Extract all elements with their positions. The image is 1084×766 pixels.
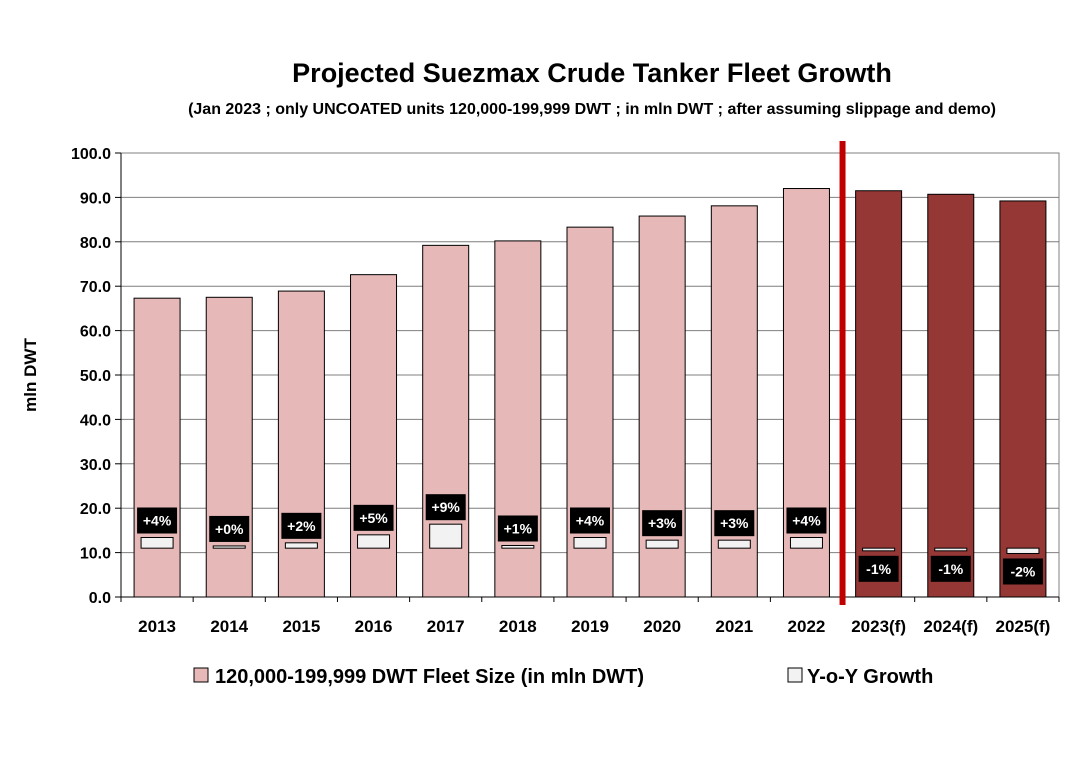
growth-labels: +4% +0% +2% +5% +9% +1% +4% +3% +3% +4% -1% -1% -2% (137, 494, 1043, 585)
growth-box (501, 544, 535, 549)
legend-label-growth: Y-o-Y Growth (807, 666, 933, 688)
legend: 120,000-199,999 DWT Fleet Size (in mln D… (193, 666, 933, 688)
growth-label: +3% (648, 515, 677, 531)
y-tick-label: 90.0 (80, 190, 111, 207)
x-tick-label: 2013 (138, 617, 176, 636)
growth-label: -2% (1010, 563, 1035, 579)
chart-subtitle: (Jan 2023 ; only UNCOATED units 120,000-… (188, 101, 996, 118)
x-tick-label: 2015 (282, 617, 320, 636)
x-tick-label: 2023(f) (851, 617, 906, 636)
growth-label: +4% (143, 513, 172, 529)
x-tick-label: 2016 (355, 617, 393, 636)
growth-label: -1% (938, 561, 963, 577)
y-tick-label: 60.0 (80, 324, 111, 341)
growth-label: +5% (359, 510, 388, 526)
x-tick-label: 2021 (715, 617, 753, 636)
fleet-bar (494, 240, 542, 598)
growth-label-bg (497, 515, 538, 542)
growth-box (862, 547, 896, 552)
growth-boxes (140, 523, 1040, 554)
x-tick-label: 2020 (643, 617, 681, 636)
growth-label: +0% (215, 521, 244, 537)
growth-label: +4% (792, 513, 821, 529)
growth-box (645, 539, 679, 549)
fleet-bar (927, 193, 975, 598)
growth-label: +9% (431, 499, 460, 515)
fleet-bar (999, 200, 1047, 598)
fleet-bar (205, 296, 253, 598)
x-tick-label: 2018 (499, 617, 537, 636)
growth-label-bg (930, 555, 971, 582)
y-tick-label: 50.0 (80, 368, 111, 385)
y-tick-label: 40.0 (80, 412, 111, 429)
fleet-bar (782, 188, 830, 598)
y-tick-label: 80.0 (80, 235, 111, 252)
x-tick-label: 2022 (788, 617, 826, 636)
growth-label-bg (281, 512, 322, 539)
growth-label-bg (425, 494, 466, 521)
y-tick-label: 70.0 (80, 279, 111, 296)
y-tick-label: 100.0 (71, 146, 111, 163)
growth-label: +1% (504, 520, 533, 536)
growth-box (357, 534, 391, 549)
growth-label-bg (209, 515, 250, 542)
x-tick-label: 2019 (571, 617, 609, 636)
growth-label-bg (570, 507, 610, 534)
growth-box (717, 539, 751, 549)
growth-box (284, 542, 318, 549)
legend-swatch-growth (787, 667, 803, 683)
growth-label-bg (714, 510, 755, 537)
growth-box (573, 537, 607, 549)
x-tick-label: 2017 (427, 617, 465, 636)
growth-box (1006, 547, 1040, 554)
growth-label: -1% (866, 561, 891, 577)
growth-box (429, 523, 463, 549)
fleet-bar (277, 290, 325, 598)
growth-label-bg (1002, 558, 1043, 585)
y-tick-label: 0.0 (89, 590, 111, 607)
growth-label: +2% (287, 518, 316, 534)
growth-label: +4% (576, 513, 605, 529)
x-tick-label: 2024(f) (923, 617, 978, 636)
fleet-bar (710, 205, 758, 598)
y-tick-label: 20.0 (80, 501, 111, 518)
growth-label: +3% (720, 515, 749, 531)
legend-label-fleet: 120,000-199,999 DWT Fleet Size (in mln D… (215, 666, 644, 688)
x-tick-label: 2025(f) (996, 617, 1051, 636)
growth-box (789, 537, 823, 549)
y-tick-label: 10.0 (80, 546, 111, 563)
axes: 0.0 10.0 20.0 30.0 40.0 50.0 60.0 70.0 80.0 90.0 1… (71, 141, 1060, 636)
x-tick-label: 2014 (210, 617, 248, 636)
growth-label-bg (642, 510, 683, 537)
growth-label-bg (786, 507, 827, 534)
growth-box (212, 545, 246, 549)
fleet-bars (133, 188, 1047, 598)
growth-box (934, 547, 968, 552)
chart-title: Projected Suezmax Crude Tanker Fleet Gro… (292, 58, 892, 88)
y-axis-title: mln DWT (21, 338, 40, 412)
growth-label-bg (353, 504, 394, 531)
growth-label-bg (137, 507, 178, 534)
y-tick-label: 30.0 (80, 457, 111, 474)
fleet-bar (855, 190, 903, 598)
fleet-bar (133, 297, 181, 598)
growth-box (140, 537, 174, 549)
growth-label-bg (858, 555, 899, 582)
legend-swatch-fleet (193, 667, 209, 683)
